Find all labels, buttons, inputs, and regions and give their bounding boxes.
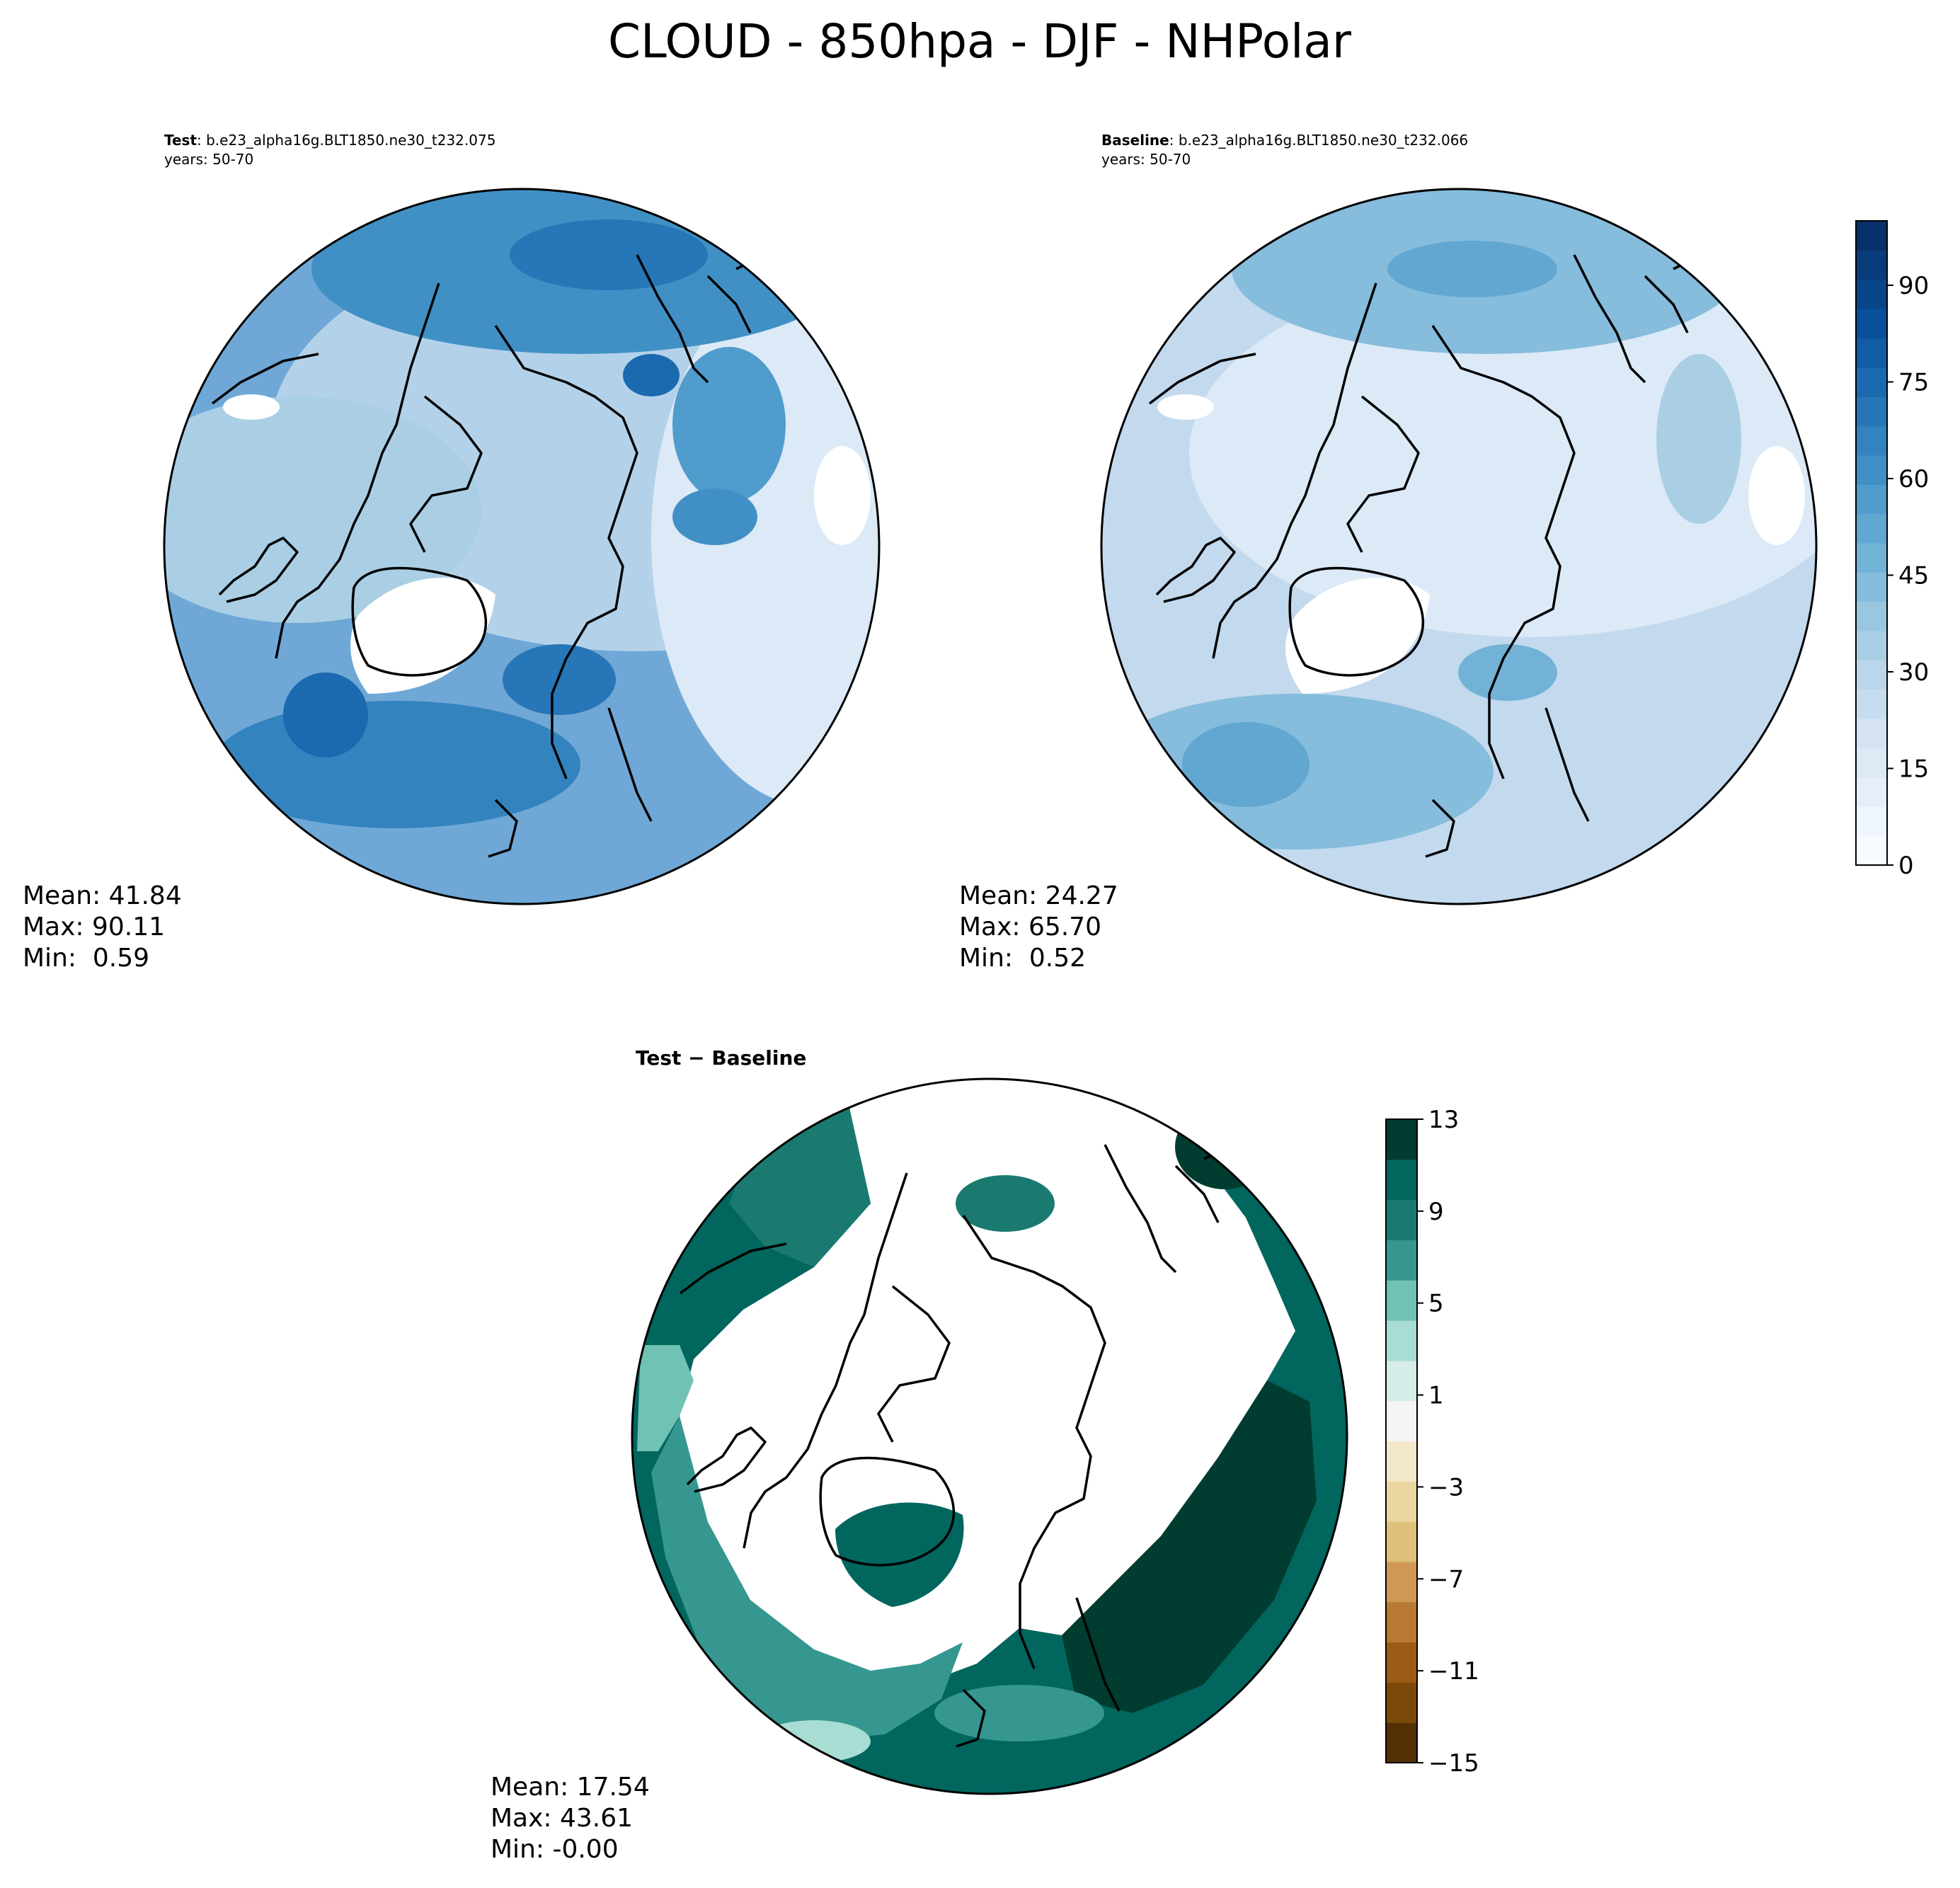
test-years: years: 50-70 [164, 151, 253, 168]
brbg-colorbar-swatch [1386, 1561, 1417, 1603]
test-min: Min: 0.59 [23, 944, 149, 973]
blues-colorbar-swatch [1856, 543, 1887, 573]
blues-colorbar-swatch [1856, 250, 1887, 280]
brbg-colorbar: −15 −11 −7 −3 1 5 9 13 [1385, 1106, 1479, 1778]
diff-min: Min: -0.00 [491, 1835, 619, 1864]
brbg-colorbar-swatch [1386, 1481, 1417, 1522]
brbg-colorbar-swatch [1386, 1441, 1417, 1482]
test-max: Max: 90.11 [23, 912, 165, 942]
baseline-case-name: : b.e23_alpha16g.BLT1850.ne30_t232.066 [1169, 132, 1468, 149]
figure-title: CLOUD - 850hpa - DJF - NHPolar [608, 14, 1352, 69]
baseline-panel-header: Baseline: b.e23_alpha16g.BLT1850.ne30_t2… [1101, 132, 1468, 149]
blues-colorbar-tick-label: 75 [1898, 369, 1929, 397]
brbg-colorbar-tick-label: 5 [1428, 1290, 1444, 1318]
brbg-colorbar-outline [1385, 1119, 1418, 1763]
brbg-colorbar-tick-label: −11 [1428, 1657, 1479, 1686]
brbg-colorbar-swatch [1386, 1521, 1417, 1562]
baseline-map [1101, 189, 1816, 904]
test-case-name: : b.e23_alpha16g.BLT1850.ne30_t232.075 [197, 132, 495, 149]
brbg-colorbar-swatch [1386, 1240, 1417, 1281]
brbg-colorbar-tick-label: −15 [1428, 1749, 1479, 1778]
blues-colorbar-swatch [1856, 631, 1887, 661]
blues-colorbar-swatch [1856, 279, 1887, 309]
brbg-colorbar-swatch [1386, 1320, 1417, 1361]
brbg-colorbar-swatch [1386, 1280, 1417, 1321]
diff-max: Max: 43.61 [491, 1804, 633, 1833]
blues-colorbar-swatch [1856, 572, 1887, 602]
test-panel-header: Test: b.e23_alpha16g.BLT1850.ne30_t232.0… [164, 132, 495, 149]
brbg-colorbar-tick-label: 13 [1428, 1106, 1459, 1134]
brbg-colorbar-swatch [1386, 1601, 1417, 1643]
blues-colorbar-tick-label: 0 [1898, 852, 1914, 880]
blues-colorbar-swatch [1856, 367, 1887, 397]
blues-colorbar-swatch [1856, 748, 1887, 778]
diff-map [632, 1079, 1347, 1794]
blues-colorbar-swatch [1856, 777, 1887, 807]
baseline-min: Min: 0.52 [959, 944, 1086, 973]
blues-colorbar-outline [1855, 220, 1888, 866]
baseline-mean: Mean: 24.27 [959, 881, 1118, 910]
blues-colorbar-tick-label: 90 [1898, 272, 1929, 300]
test-coastlines [211, 225, 871, 858]
test-label: Test [164, 132, 197, 149]
baseline-years: years: 50-70 [1101, 151, 1191, 168]
brbg-colorbar-tick-label: 1 [1428, 1382, 1444, 1410]
blues-colorbar-swatch [1856, 454, 1887, 485]
baseline-coastlines [1148, 225, 1809, 858]
blues-colorbar-swatch [1856, 660, 1887, 690]
brbg-colorbar-tick-label: 9 [1428, 1198, 1444, 1226]
diff-mean: Mean: 17.54 [491, 1773, 650, 1802]
brbg-colorbar-swatch [1386, 1682, 1417, 1723]
blues-colorbar-tick-label: 60 [1898, 465, 1929, 493]
test-map-boundary [163, 188, 881, 905]
blues-colorbar-swatch [1856, 396, 1887, 427]
blues-colorbar-swatch [1856, 806, 1887, 837]
diff-panel-title: Test − Baseline [636, 1046, 806, 1070]
blues-colorbar-swatch [1856, 484, 1887, 515]
test-map [164, 189, 879, 904]
blues-colorbar: 0 15 30 45 60 75 90 [1855, 220, 1929, 880]
blues-colorbar-swatch [1856, 689, 1887, 719]
blues-colorbar-swatch [1856, 835, 1887, 866]
baseline-map-boundary [1100, 188, 1818, 905]
brbg-colorbar-swatch [1386, 1360, 1417, 1402]
blues-colorbar-tick-label: 30 [1898, 658, 1929, 687]
diff-map-boundary [631, 1077, 1348, 1795]
brbg-colorbar-swatch [1386, 1722, 1417, 1763]
blues-colorbar-swatch [1856, 221, 1887, 251]
brbg-colorbar-swatch [1386, 1119, 1417, 1160]
brbg-colorbar-tick-label: −7 [1428, 1565, 1464, 1594]
baseline-max: Max: 65.70 [959, 912, 1101, 942]
blues-colorbar-swatch [1856, 425, 1887, 456]
blues-colorbar-swatch [1856, 601, 1887, 631]
baseline-label: Baseline [1101, 132, 1169, 149]
brbg-colorbar-swatch [1386, 1159, 1417, 1201]
blues-colorbar-tick-label: 15 [1898, 755, 1929, 784]
blues-colorbar-swatch [1856, 513, 1887, 544]
blues-colorbar-tick-label: 45 [1898, 562, 1929, 590]
test-mean: Mean: 41.84 [23, 881, 182, 910]
brbg-colorbar-swatch [1386, 1199, 1417, 1241]
brbg-colorbar-tick-label: −3 [1428, 1473, 1464, 1501]
blues-colorbar-swatch [1856, 338, 1887, 368]
brbg-colorbar-swatch [1386, 1400, 1417, 1442]
brbg-colorbar-swatch [1386, 1642, 1417, 1683]
blues-colorbar-swatch [1856, 719, 1887, 749]
blues-colorbar-swatch [1856, 309, 1887, 339]
